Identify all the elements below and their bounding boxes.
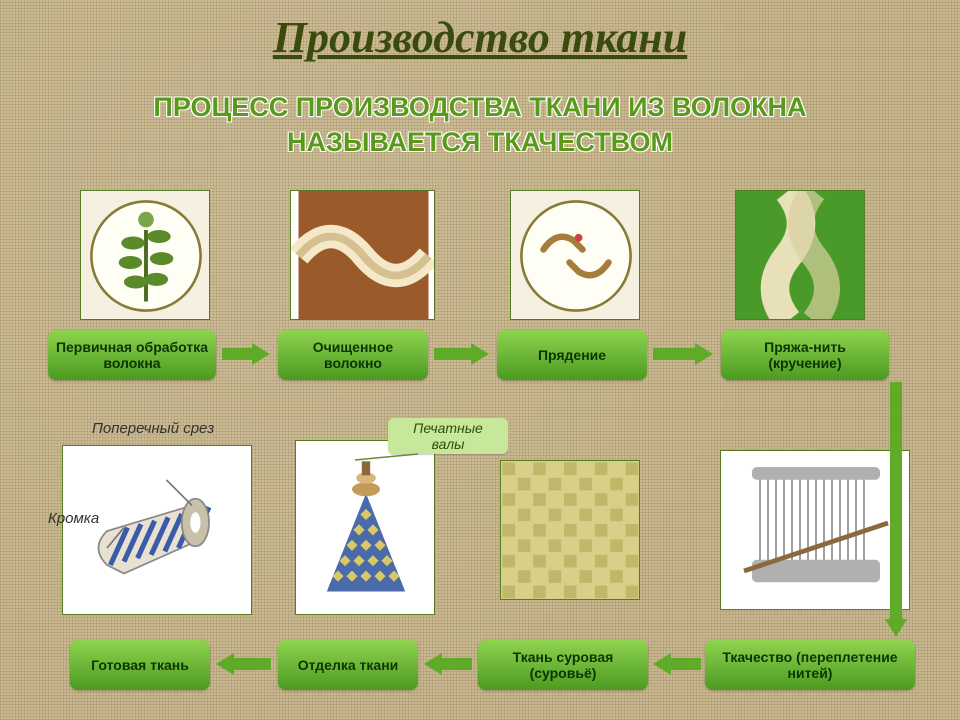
step-s5: Ткачество (переплетение нитей) [705,640,915,690]
step-s8: Готовая ткань [70,640,210,690]
subtitle-line2: НАЗЫВАЕТСЯ ТКАЧЕСТВОМ [287,127,673,157]
step-s3: Прядение [497,330,647,380]
cleaned-fiber-icon [290,190,435,320]
print-rollers-icon [295,440,435,615]
page-subtitle: ПРОЦЕСС ПРОИЗВОДСТВА ТКАНИ ИЗ ВОЛОКНА НА… [0,90,960,160]
cross-section-label: Поперечный срез [92,420,214,437]
page-title: Производство ткани [0,12,960,63]
subtitle-line1: ПРОЦЕСС ПРОИЗВОДСТВА ТКАНИ ИЗ ВОЛОКНА [153,92,806,122]
yarn-twist-icon [735,190,865,320]
selvage-label: Кромка [48,510,99,527]
step-s4: Пряжа-нить (кручение) [721,330,889,380]
step-s2: Очищенное волокно [278,330,428,380]
fabric-roll-icon [62,445,252,615]
loom-icon [720,450,910,610]
print-rollers-label: Печатные валы [388,418,508,454]
plant-fiber-icon [80,190,210,320]
step-s7: Отделка ткани [278,640,418,690]
grey-fabric-icon [500,460,640,600]
step-s1: Первичная обработка волокна [48,330,216,380]
spinning-icon [510,190,640,320]
step-s6: Ткань суровая (суровьё) [478,640,648,690]
